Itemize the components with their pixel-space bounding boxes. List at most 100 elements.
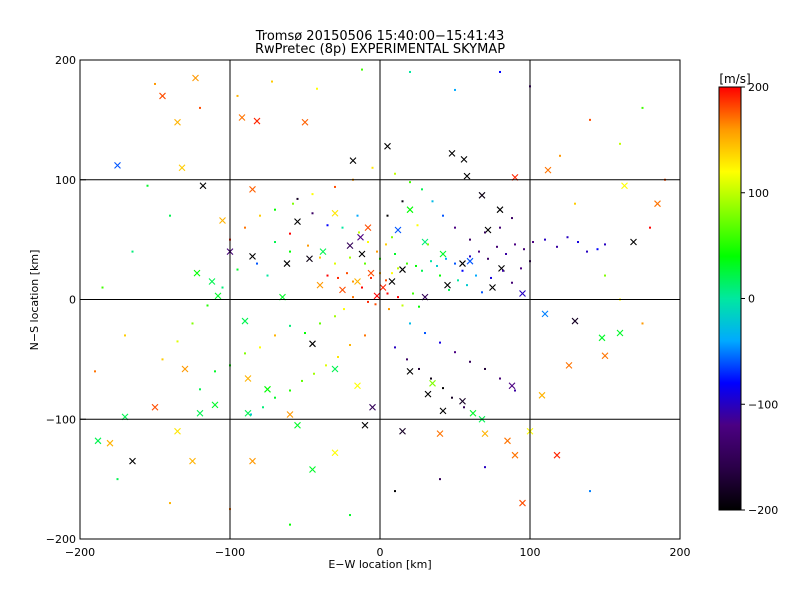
- chart-title: Tromsø 20150506 15:40:00−15:41:43: [255, 29, 505, 44]
- data-point-dot: [94, 370, 96, 373]
- data-point-dot: [326, 274, 329, 277]
- data-point-dot: [604, 274, 606, 277]
- data-point-dot: [394, 490, 396, 493]
- data-point-x-marker: [253, 117, 261, 125]
- data-point-dot: [334, 262, 336, 265]
- data-point-x-marker: [463, 172, 471, 180]
- data-point-dot: [352, 280, 354, 283]
- x-tick-label: 100: [520, 546, 541, 559]
- data-point-x-marker: [192, 74, 199, 82]
- data-point-dot: [319, 322, 321, 325]
- data-point-dot: [589, 118, 591, 121]
- data-point-dot: [454, 351, 456, 354]
- data-point-dot: [439, 478, 441, 481]
- data-point-dot: [214, 370, 216, 373]
- data-point-x-marker: [339, 286, 346, 294]
- data-point-dot: [334, 315, 336, 318]
- data-point-dot: [161, 358, 164, 361]
- data-point-dot: [191, 322, 194, 325]
- data-point-dot: [292, 202, 294, 205]
- data-point-x-marker: [349, 157, 357, 164]
- y-tick-label: −200: [46, 533, 76, 546]
- data-point-dot: [596, 248, 599, 251]
- data-point-dot: [514, 389, 516, 392]
- data-point-dot: [289, 232, 291, 235]
- data-point-x-marker: [367, 269, 375, 277]
- data-point-x-marker: [394, 226, 402, 234]
- data-point-dot: [206, 304, 209, 307]
- data-point-dot: [296, 197, 299, 200]
- data-point-dot: [385, 279, 387, 282]
- data-point-dot: [475, 274, 477, 277]
- data-point-x-marker: [331, 365, 339, 373]
- data-point-dot: [649, 226, 651, 229]
- data-point-x-marker: [241, 317, 249, 325]
- data-point-x-marker: [331, 449, 339, 457]
- data-point-dot: [439, 274, 441, 277]
- data-point-dot: [431, 200, 434, 203]
- data-point-dot: [421, 269, 423, 272]
- data-point-x-marker: [654, 200, 661, 208]
- data-point-x-marker: [249, 457, 256, 465]
- data-point-dot: [391, 236, 393, 239]
- data-point-dot: [346, 272, 348, 275]
- data-point-dot: [131, 250, 134, 253]
- data-point-dot: [409, 70, 411, 73]
- data-point-x-marker: [466, 257, 474, 265]
- data-point-dot: [502, 269, 504, 272]
- y-tick-label: 200: [55, 54, 76, 67]
- data-point-dot: [406, 358, 408, 361]
- data-point-x-marker: [373, 292, 381, 300]
- data-point-dot: [364, 334, 366, 337]
- data-point-x-marker: [174, 427, 181, 435]
- y-axis-ticks: −200 −100 0 100 200: [46, 54, 86, 546]
- data-point-dot: [394, 346, 396, 349]
- colorbar: [m/s] −200 −100 0 100 200: [718, 72, 778, 517]
- data-point-dot: [316, 87, 318, 90]
- data-point-dot: [169, 502, 171, 505]
- data-point-dot: [274, 241, 276, 244]
- data-point-dot: [484, 466, 486, 469]
- data-point-dot: [454, 262, 456, 265]
- data-point-dot: [454, 88, 456, 91]
- data-point-dot: [370, 276, 372, 279]
- data-point-x-marker: [508, 382, 516, 390]
- data-point-x-marker: [553, 451, 561, 459]
- data-point-x-marker: [406, 206, 414, 214]
- data-point-x-marker: [238, 114, 246, 121]
- data-point-dot: [124, 334, 126, 337]
- data-point-dot: [349, 344, 351, 347]
- data-point-x-marker: [283, 260, 291, 267]
- data-point-x-marker: [504, 437, 511, 445]
- y-axis-label: N−S location [km]: [28, 250, 41, 351]
- data-point-x-marker: [489, 284, 496, 291]
- data-point-dot: [259, 214, 261, 217]
- data-point-dot: [385, 243, 387, 246]
- data-point-dot: [619, 142, 621, 145]
- data-point-dot: [374, 303, 377, 306]
- data-point-dot: [589, 490, 591, 493]
- data-point-dot: [454, 226, 456, 229]
- data-point-dot: [439, 341, 441, 344]
- data-point-x-marker: [439, 407, 447, 415]
- data-point-dot: [499, 70, 501, 73]
- data-point-dot: [154, 82, 156, 85]
- data-point-dot: [401, 200, 404, 203]
- data-point-dot: [274, 334, 276, 337]
- data-point-x-marker: [358, 250, 366, 258]
- colorbar-tick-label: −200: [748, 504, 778, 517]
- data-point-dot: [412, 292, 414, 295]
- data-point-x-marker: [538, 391, 546, 399]
- data-point-dot: [199, 106, 201, 109]
- data-point-dot: [409, 322, 411, 325]
- data-point-x-marker: [264, 385, 271, 393]
- data-point-x-marker: [249, 253, 256, 260]
- data-point-dot: [430, 260, 432, 263]
- data-point-x-marker: [249, 185, 256, 193]
- data-point-dot: [326, 224, 329, 227]
- data-point-dot: [511, 281, 513, 284]
- data-point-x-marker: [399, 266, 406, 273]
- data-point-x-marker: [151, 403, 159, 411]
- data-point-x-marker: [196, 409, 204, 417]
- data-point-x-marker: [429, 379, 436, 387]
